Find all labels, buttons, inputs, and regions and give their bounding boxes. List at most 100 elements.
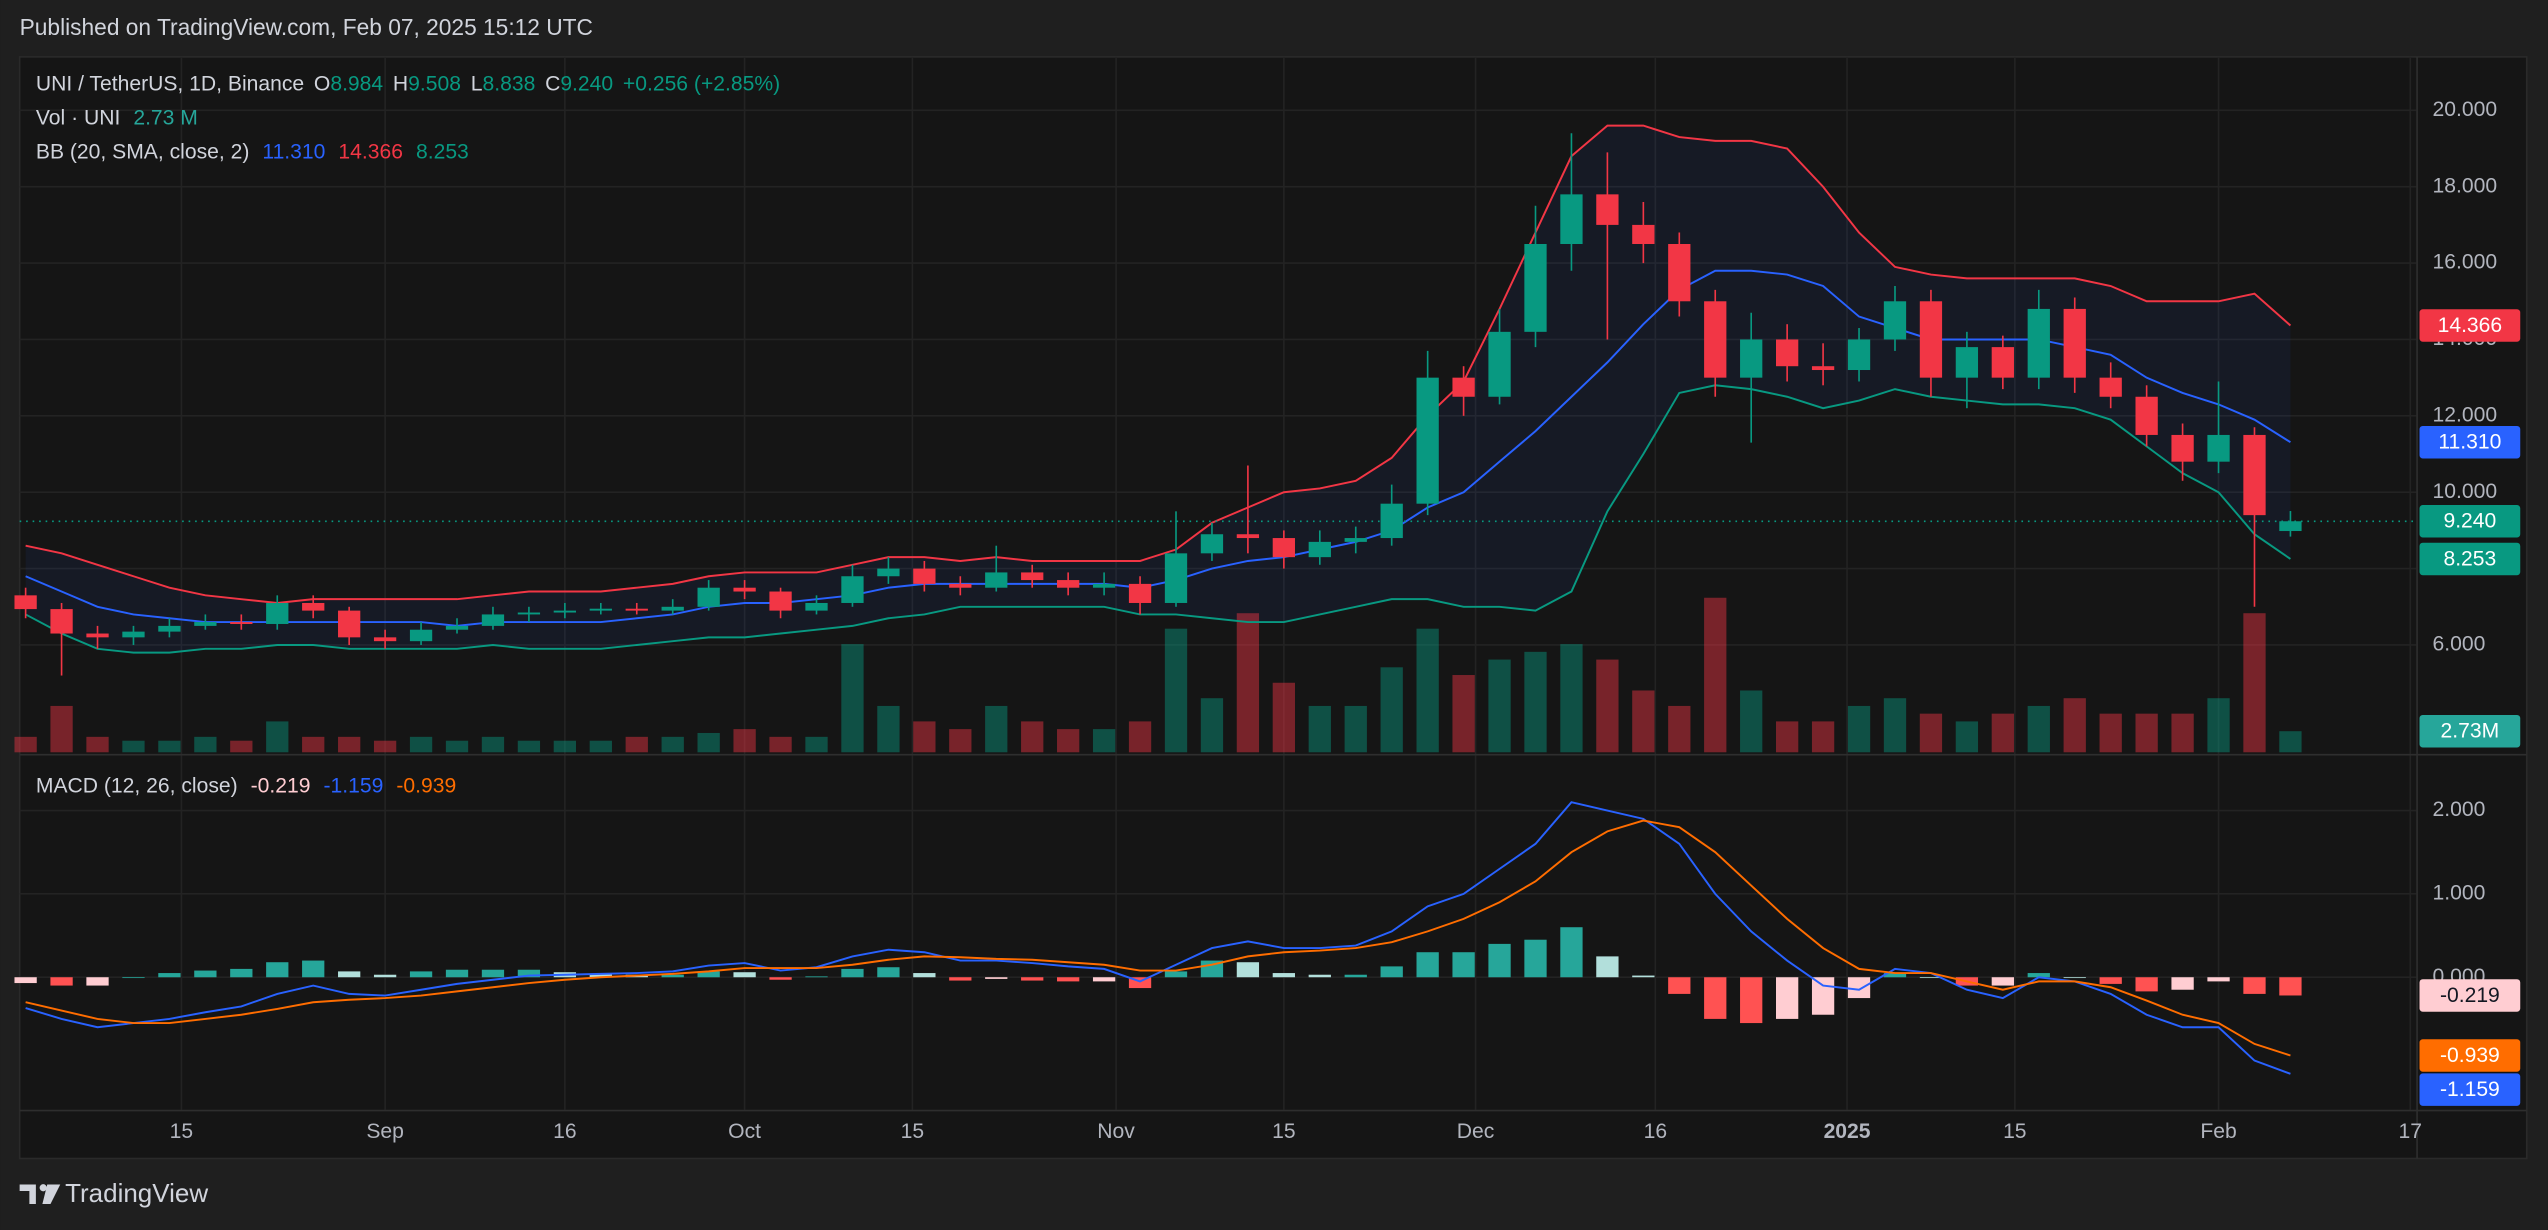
price-label: -1.159 <box>2440 1078 2500 1101</box>
candle-body <box>877 568 900 577</box>
x-tick-label: 2025 <box>1824 1120 1871 1143</box>
price-label: -0.219 <box>2440 984 2500 1007</box>
macd-histogram-bar <box>2171 977 2194 990</box>
candle-body <box>1668 243 1691 302</box>
candle-body <box>1596 194 1619 225</box>
volume-bar <box>1164 628 1188 753</box>
volume-bar <box>697 732 720 753</box>
macd-histogram-bar <box>373 974 397 978</box>
volume-bar <box>1596 659 1619 753</box>
x-tick-label: Feb <box>2200 1120 2236 1143</box>
volume-bar <box>1883 698 1907 753</box>
volume-bar <box>1452 675 1475 753</box>
x-tick-label: 16 <box>553 1120 576 1143</box>
macd-histogram-bar <box>302 960 325 978</box>
candle-body <box>1272 538 1295 558</box>
volume-bar <box>1560 644 1583 753</box>
ohlc-letter: O <box>314 72 330 95</box>
macd-histogram-bar <box>50 977 73 986</box>
macd-tick-label: 2.000 <box>2433 798 2486 821</box>
volume-bar <box>302 736 325 753</box>
ohlc-letter: H <box>393 72 408 95</box>
macd-value: -1.159 <box>324 774 384 797</box>
candle-body <box>1128 583 1152 603</box>
ohlc-letter: C <box>545 72 560 95</box>
volume-bar <box>373 740 397 753</box>
macd-histogram-bar <box>517 969 541 978</box>
candle-body <box>1416 377 1439 504</box>
volume-bar <box>1524 651 1547 753</box>
price-label: 2.73M <box>2441 720 2500 743</box>
volume-bar <box>553 740 577 753</box>
candle-body <box>1452 377 1475 397</box>
price-label-box <box>2419 979 2521 1012</box>
price-label-box <box>2419 309 2521 342</box>
price-label-box <box>2419 505 2521 538</box>
macd-histogram-bar <box>14 977 37 984</box>
candle-body <box>14 595 37 610</box>
candle-body <box>2099 377 2122 397</box>
bb-fill <box>25 125 2291 653</box>
macd-histogram-bar <box>1883 973 1907 978</box>
macd-line <box>25 801 2291 1075</box>
volume-bar <box>2279 731 2302 753</box>
macd-histogram-bar <box>1164 971 1188 978</box>
volume-bar <box>1668 705 1691 753</box>
signal-value: -0.939 <box>396 774 456 797</box>
candle-body <box>1883 301 1907 340</box>
volume-bar <box>1775 721 1799 753</box>
volume-bar <box>589 740 612 753</box>
change: +0.256 (+2.85%) <box>623 72 780 95</box>
volume-bar <box>1380 667 1403 753</box>
candle-body <box>1380 503 1403 539</box>
legend-volume: Vol · UNI 2.73 M <box>36 106 198 129</box>
candle-body <box>2279 521 2302 532</box>
y-tick-label: 12.000 <box>2433 403 2498 426</box>
candle-body <box>50 609 73 634</box>
candle-body <box>985 572 1008 588</box>
volume-bar <box>913 721 936 753</box>
volume-bar <box>1092 729 1116 753</box>
indicator-lines <box>19 124 2417 1075</box>
volume-bar <box>733 729 756 753</box>
volume-bar <box>1200 698 1224 753</box>
macd-histogram-bar <box>1811 977 1835 1015</box>
candle-body <box>194 622 217 626</box>
y-tick-label: 20.000 <box>2433 98 2498 121</box>
y-tick-label: 18.000 <box>2433 174 2498 197</box>
price-label-box <box>2419 425 2521 459</box>
macd-histogram-bar <box>733 972 756 978</box>
bb-line <box>25 124 2292 604</box>
brand-logo <box>19 1184 61 1205</box>
macd-tick-label: 1.000 <box>2433 881 2486 904</box>
price-label: 14.366 <box>2438 314 2503 337</box>
volume-bar <box>985 705 1008 753</box>
volume-bar <box>1847 705 1871 753</box>
macd-histogram-bar <box>2207 977 2230 982</box>
candle-body <box>1740 339 1763 378</box>
bb-basis-value: 11.310 <box>262 140 325 163</box>
candle-body <box>2243 434 2266 516</box>
candle-body <box>302 602 325 611</box>
x-tick-label: 17 <box>2399 1120 2422 1143</box>
macd-histogram-bar <box>985 977 1008 979</box>
candle-body <box>841 576 864 603</box>
volume-bar <box>1128 721 1152 753</box>
volume-bar <box>1308 705 1331 753</box>
volume-bar <box>50 705 73 753</box>
y-tick-label: 16.000 <box>2433 251 2498 274</box>
volume-bar <box>1344 705 1367 753</box>
x-tick-label: Sep <box>366 1120 404 1143</box>
candle-body <box>1344 538 1367 542</box>
volume-bar <box>2027 705 2050 753</box>
volume-bar <box>1740 690 1763 753</box>
volume-bar <box>805 736 828 753</box>
x-tick-label: Nov <box>1097 1120 1135 1143</box>
volume-bar <box>1811 721 1835 753</box>
macd-histogram-bar <box>2243 977 2266 994</box>
volume-bar <box>1057 729 1080 753</box>
candle-body <box>1308 541 1331 558</box>
macd-histogram-bar <box>2279 977 2302 996</box>
volume-bar <box>877 705 900 753</box>
published-note: Published on TradingView.com, Feb 07, 20… <box>20 14 593 40</box>
